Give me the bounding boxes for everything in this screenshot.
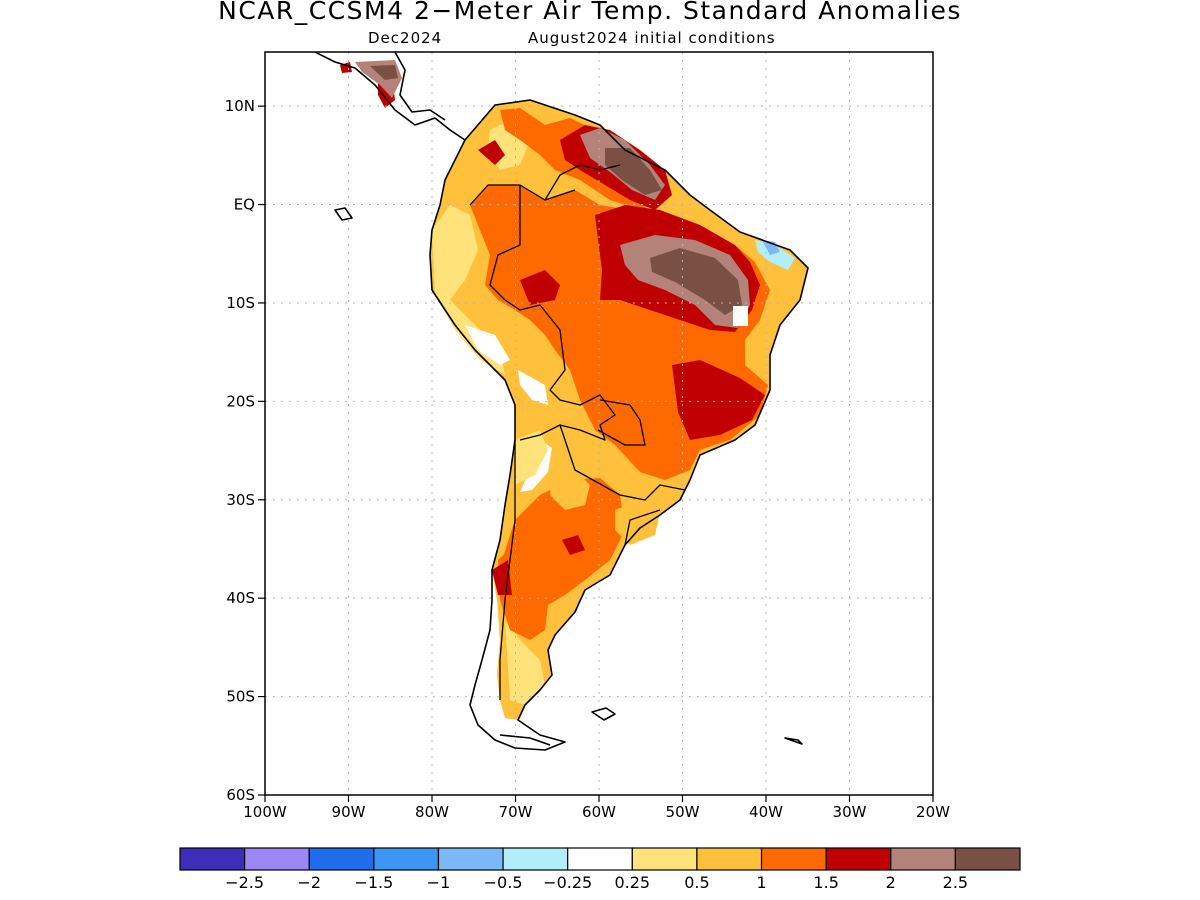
lon-tick-label: 30W [833, 803, 867, 821]
negative-anomaly-ne-brazil-core [762, 240, 780, 255]
forecast-month-label: Dec2024 [368, 29, 443, 47]
lon-tick-label: 100W [243, 803, 287, 821]
colorbar-label: 1 [756, 873, 766, 892]
weak-patch-altiplano [515, 430, 548, 485]
lon-tick-label: 50W [666, 803, 700, 821]
lon-tick-label: 20W [916, 803, 950, 821]
missing-data-cell [733, 306, 748, 326]
plot-frame [264, 51, 934, 796]
strong-anomaly-southeast [672, 360, 765, 440]
coastline-south-georgia [784, 737, 803, 745]
lon-tick-label: 60W [582, 803, 616, 821]
colorbar-swatch [308, 847, 375, 871]
lat-tick-label: EQ [234, 196, 255, 214]
coastline-central-america [314, 52, 466, 141]
coastline-tierra-del-fuego [499, 734, 551, 746]
colorbar-swatch [179, 847, 246, 871]
negative-anomaly-ne-brazil [755, 240, 795, 270]
strong-anomaly-west-amazon [520, 270, 560, 305]
coastline-caribbean [394, 52, 446, 121]
strong-anomaly-colombia [478, 140, 505, 165]
neutral-patch-peru-coast [465, 325, 510, 365]
coastline-galapagos [334, 207, 353, 221]
colorbar-swatch [631, 847, 698, 871]
lat-tick-label: 10N [225, 97, 255, 115]
colorbar-swatch [502, 847, 569, 871]
weak-patch-argentina [550, 470, 590, 510]
lat-tick-label: 10S [226, 294, 255, 312]
lon-tick-label: 80W [415, 803, 449, 821]
colorbar-swatch [760, 847, 827, 871]
colorbar-label: 2.5 [943, 873, 968, 892]
coastline-south-america [429, 99, 809, 751]
extreme-anomaly-amazon [650, 248, 742, 315]
lat-tick-label: 50S [226, 688, 255, 706]
lat-tick-label: 20S [226, 392, 255, 410]
weak-patch-south [505, 620, 545, 705]
colorbar-swatch [244, 847, 310, 871]
lat-tick-label: 30S [226, 491, 255, 509]
colorbar-swatch [567, 847, 633, 871]
colorbar-label: −1.5 [354, 873, 393, 892]
extreme-anomaly-guianas [605, 148, 662, 195]
coastlines [314, 52, 809, 751]
colorbar-label: 0.25 [614, 873, 650, 892]
colorbar-label: −0.5 [484, 873, 523, 892]
colorbar-label: −1 [427, 873, 451, 892]
neutral-patch-atacama [518, 370, 548, 405]
colorbar-label: 2 [886, 873, 896, 892]
colorbar-label: 1.5 [813, 873, 838, 892]
lon-tick-label: 90W [332, 803, 366, 821]
lon-tick-label: 70W [499, 803, 533, 821]
lat-tick-label: 60S [226, 786, 255, 804]
colorbar-label: −0.25 [543, 873, 592, 892]
colorbar-swatch [954, 847, 1021, 871]
extreme-anomaly-central-america [370, 65, 398, 80]
border-lines [469, 164, 686, 700]
colorbar-swatch [825, 847, 892, 871]
initial-conditions-label: August2024 initial conditions [528, 29, 776, 47]
colorbar-swatch [890, 847, 956, 871]
map-title: NCAR_CCSM4 2−Meter Air Temp. Standard An… [218, 0, 962, 25]
colorbar-label: −2.5 [225, 873, 264, 892]
lon-tick-label: 40W [749, 803, 783, 821]
anomaly-shading [340, 60, 808, 720]
strong-anomaly-patagonia [562, 535, 585, 555]
colorbar-swatch [437, 847, 504, 871]
moderate-anomaly-patagonia [500, 478, 625, 640]
lat-tick-label: 40S [226, 589, 255, 607]
colorbar: −2.5 −2 −1.5 −1 −0.5 −0.25 0.25 0.5 1 1.5 2 2.5 [179, 847, 1021, 892]
colorbar-label: 0.5 [684, 873, 709, 892]
near-normal-patch-peru [432, 205, 505, 375]
colorbar-label: −2 [297, 873, 321, 892]
axes: 100W 90W 80W 70W 60W 50W 40W 30W 20W 10N EQ 10S 20S 3… [225, 97, 950, 821]
colorbar-swatch [373, 847, 440, 871]
weak-patch-uruguay [615, 500, 660, 545]
colorbar-swatch [696, 847, 763, 871]
coastline-falklands [591, 707, 616, 721]
